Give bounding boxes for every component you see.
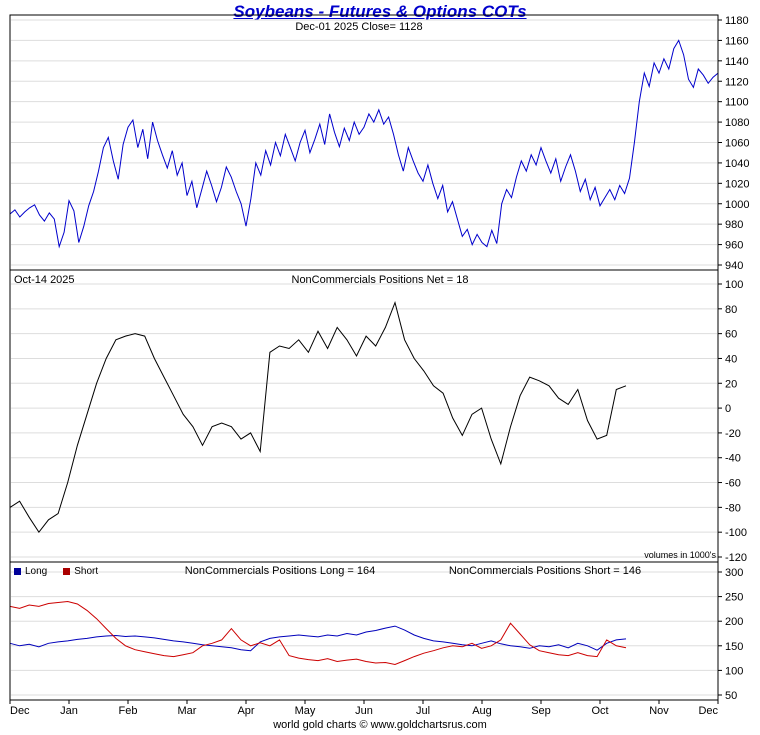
svg-text:Feb: Feb [119, 705, 138, 717]
svg-text:150: 150 [725, 641, 743, 653]
long-swatch [14, 568, 21, 575]
svg-text:50: 50 [725, 690, 737, 702]
short-swatch [63, 568, 71, 575]
svg-text:0: 0 [725, 403, 731, 415]
svg-text:80: 80 [725, 304, 737, 316]
volumes-note: volumes in 1000's [644, 550, 716, 560]
svg-text:Jan: Jan [60, 705, 78, 717]
svg-text:20: 20 [725, 378, 737, 390]
svg-text:-40: -40 [725, 453, 741, 465]
svg-text:250: 250 [725, 592, 743, 604]
svg-text:1100: 1100 [725, 97, 749, 109]
price-subtitle: Dec-01 2025 Close= 1128 [295, 21, 423, 33]
svg-text:Mar: Mar [178, 705, 197, 717]
svg-text:-60: -60 [725, 478, 741, 490]
svg-text:Sep: Sep [531, 705, 551, 717]
svg-text:Aug: Aug [472, 705, 492, 717]
svg-text:1140: 1140 [725, 56, 749, 68]
svg-text:200: 200 [725, 616, 743, 628]
svg-text:40: 40 [725, 353, 737, 365]
svg-text:Jul: Jul [416, 705, 430, 717]
svg-text:Nov: Nov [649, 705, 669, 717]
svg-text:940: 940 [725, 260, 743, 272]
long-panel-title: NonCommercials Positions Long = 164 [184, 565, 376, 577]
svg-text:1120: 1120 [725, 76, 749, 88]
net-date-label: Oct-14 2025 [14, 274, 75, 286]
svg-text:100: 100 [725, 279, 743, 291]
legend-item-long: Long [14, 566, 47, 577]
svg-text:-80: -80 [725, 502, 741, 514]
svg-text:Apr: Apr [237, 705, 254, 717]
svg-text:Dec: Dec [698, 705, 718, 717]
svg-text:1040: 1040 [725, 158, 749, 170]
svg-text:Dec: Dec [10, 705, 30, 717]
svg-text:100: 100 [725, 665, 743, 677]
svg-text:1020: 1020 [725, 178, 749, 190]
svg-text:Oct: Oct [591, 705, 608, 717]
svg-text:-120: -120 [725, 552, 747, 564]
svg-text:1000: 1000 [725, 199, 749, 211]
svg-text:May: May [295, 705, 316, 717]
legend-item-short: Short [63, 566, 98, 577]
page-title: Soybeans - Futures & Options COTs [233, 2, 527, 21]
svg-text:Jun: Jun [355, 705, 373, 717]
svg-text:980: 980 [725, 219, 743, 231]
short-panel-title: NonCommercials Positions Short = 146 [448, 565, 642, 577]
legend: Long Short [14, 566, 98, 577]
svg-text:60: 60 [725, 329, 737, 341]
svg-text:1180: 1180 [725, 15, 749, 27]
svg-text:-100: -100 [725, 527, 747, 539]
net-panel-title: NonCommercials Positions Net = 18 [291, 274, 469, 286]
footer-credit: world gold charts © www.goldchartsrus.co… [273, 719, 487, 731]
legend-label-long: Long [25, 566, 48, 577]
svg-text:1060: 1060 [725, 138, 749, 150]
svg-text:1160: 1160 [725, 35, 749, 47]
svg-text:300: 300 [725, 567, 743, 579]
svg-text:960: 960 [725, 240, 743, 252]
svg-text:-20: -20 [725, 428, 741, 440]
svg-text:1080: 1080 [725, 117, 749, 129]
legend-label-short: Short [74, 566, 99, 577]
